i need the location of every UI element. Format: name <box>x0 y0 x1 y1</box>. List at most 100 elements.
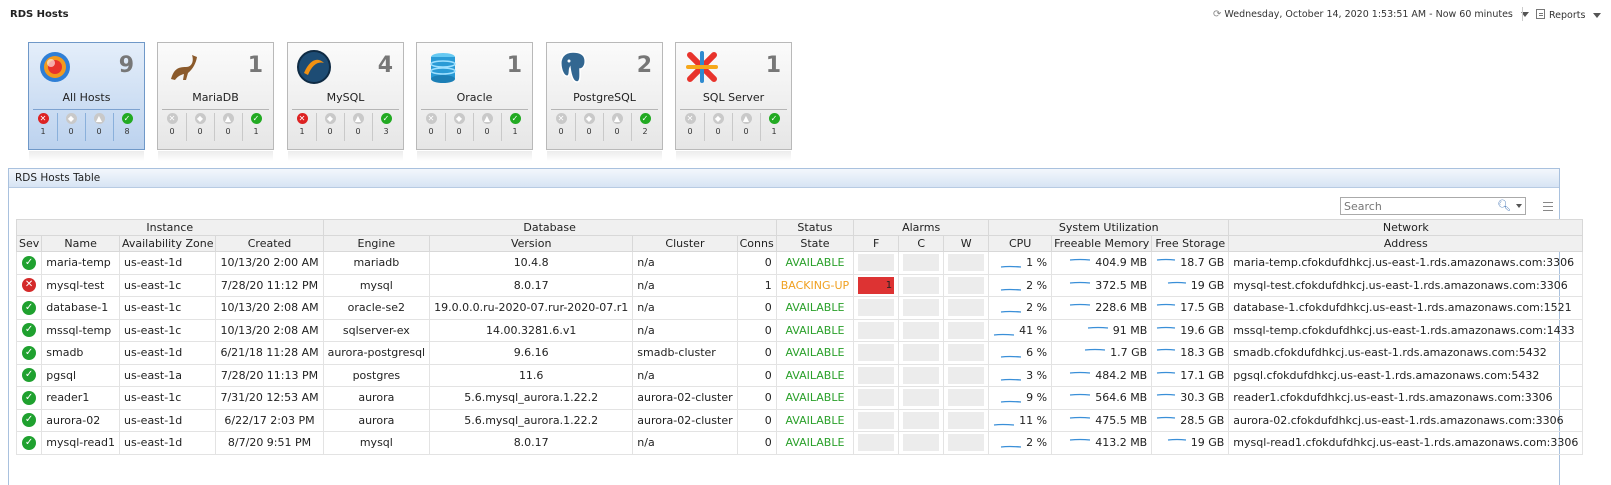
sev-cell[interactable]: ✓ <box>15 386 43 410</box>
alarm-critical-count[interactable] <box>903 411 940 429</box>
tile-sev-fatal[interactable]: ◆ 0 <box>186 113 214 136</box>
col-engine[interactable]: Engine <box>322 235 431 252</box>
tile-mariadb[interactable]: 1 MariaDB ✕ 0 ◆ 0 ▲ 0 ✓ 1 <box>157 42 274 161</box>
cpu-cell[interactable]: 2 % <box>988 296 1053 320</box>
alarm-warning-count[interactable] <box>948 366 985 384</box>
col-created[interactable]: Created <box>215 235 324 252</box>
table-row[interactable]: ✓ reader1 us-east-1c 7/31/20 12:53 AM au… <box>15 386 1584 410</box>
sev-cell[interactable]: ✕ <box>15 273 43 297</box>
storage-cell[interactable]: 30.3 GB <box>1151 386 1230 410</box>
memory-cell[interactable]: 91 MB <box>1051 318 1153 342</box>
table-row[interactable]: ✓ mssql-temp us-east-1c 10/13/20 2:08 AM… <box>15 318 1584 342</box>
host-name[interactable]: maria-temp <box>41 251 120 275</box>
cpu-cell[interactable]: 2 % <box>988 273 1053 297</box>
tile-sev-critical[interactable]: ✕ 1 <box>288 113 316 136</box>
cpu-cell[interactable]: 11 % <box>988 408 1053 432</box>
alarm-critical-count[interactable] <box>903 299 940 317</box>
chevron-down-icon[interactable] <box>1593 13 1602 18</box>
alarm-fatal-count[interactable] <box>858 299 895 317</box>
storage-cell[interactable]: 19 GB <box>1151 273 1230 297</box>
table-row[interactable]: ✓ database-1 us-east-1c 10/13/20 2:08 AM… <box>15 296 1584 320</box>
host-name[interactable]: database-1 <box>41 296 120 320</box>
alarm-critical-count[interactable] <box>903 344 940 362</box>
memory-cell[interactable]: 372.5 MB <box>1051 273 1153 297</box>
tile-sev-fatal[interactable]: ◆ 0 <box>57 113 85 136</box>
storage-cell[interactable]: 17.1 GB <box>1151 363 1230 387</box>
col-alarms-f[interactable]: F <box>853 235 900 252</box>
table-row[interactable]: ✓ smadb us-east-1d 6/21/18 11:28 AM auro… <box>15 341 1584 365</box>
tile-mysql[interactable]: 4 MySQL ✕ 1 ◆ 0 ▲ 0 ✓ 3 <box>287 42 404 161</box>
col-conns[interactable]: Conns <box>736 235 777 252</box>
table-row[interactable]: ✓ maria-temp us-east-1d 10/13/20 2:00 AM… <box>15 251 1584 275</box>
sev-cell[interactable]: ✓ <box>15 318 43 342</box>
alarm-critical-count[interactable] <box>903 254 940 272</box>
sev-cell[interactable]: ✓ <box>15 408 43 432</box>
alarm-warning-count[interactable] <box>948 321 985 339</box>
memory-cell[interactable]: 484.2 MB <box>1051 363 1153 387</box>
alarm-warning-count[interactable] <box>948 434 985 452</box>
col-cluster[interactable]: Cluster <box>632 235 738 252</box>
alarm-fatal-count[interactable] <box>858 344 895 362</box>
tile-sev-fatal[interactable]: ◆ 0 <box>575 113 603 136</box>
col-alarms-w[interactable]: W <box>943 235 990 252</box>
sev-cell[interactable]: ✓ <box>15 363 43 387</box>
host-name[interactable]: reader1 <box>41 386 120 410</box>
alarm-fatal-count[interactable] <box>858 254 895 272</box>
memory-cell[interactable]: 475.5 MB <box>1051 408 1153 432</box>
host-name[interactable]: mssql-temp <box>41 318 120 342</box>
table-row[interactable]: ✓ aurora-02 us-east-1d 6/22/17 2:03 PM a… <box>15 408 1584 432</box>
table-row[interactable]: ✓ mysql-read1 us-east-1d 8/7/20 9:51 PM … <box>15 431 1584 455</box>
tile-sev-critical[interactable]: ✕ 0 <box>547 113 575 136</box>
alarm-critical-count[interactable] <box>903 276 940 294</box>
cpu-cell[interactable]: 1 % <box>988 251 1053 275</box>
chevron-down-icon[interactable] <box>1520 12 1529 17</box>
col-availability-zone[interactable]: Availability Zone <box>118 235 217 252</box>
alarm-warning-count[interactable] <box>948 299 985 317</box>
host-name[interactable]: pgsql <box>41 363 120 387</box>
tile-sev-normal[interactable]: ✓ 8 <box>113 113 141 136</box>
search-icon[interactable]: 🔍︎ <box>1497 199 1511 212</box>
alarm-fatal-count[interactable] <box>858 366 895 384</box>
table-row[interactable]: ✕ mysql-test us-east-1c 7/28/20 11:12 PM… <box>15 273 1584 297</box>
tile-sql-server[interactable]: 1 SQL Server ✕ 0 ◆ 0 ▲ 0 ✓ 1 <box>675 42 792 161</box>
alarm-fatal-count[interactable] <box>858 321 895 339</box>
tile-sev-critical[interactable]: ✕ 0 <box>158 113 186 136</box>
memory-cell[interactable]: 564.6 MB <box>1051 386 1153 410</box>
host-name[interactable]: mysql-test <box>41 273 120 297</box>
chevron-down-icon[interactable] <box>1516 204 1522 208</box>
cpu-cell[interactable]: 41 % <box>988 318 1053 342</box>
cpu-cell[interactable]: 2 % <box>988 431 1053 455</box>
memory-cell[interactable]: 413.2 MB <box>1051 431 1153 455</box>
alarm-fatal-count[interactable]: 1 <box>858 276 895 294</box>
alarm-warning-count[interactable] <box>948 411 985 429</box>
col-sev[interactable]: Sev <box>15 235 43 252</box>
alarm-warning-count[interactable] <box>948 254 985 272</box>
tile-sev-critical[interactable]: ✕ 0 <box>676 113 704 136</box>
cpu-cell[interactable]: 3 % <box>988 363 1053 387</box>
host-name[interactable]: aurora-02 <box>41 408 120 432</box>
tile-sev-warning[interactable]: ▲ 0 <box>214 113 242 136</box>
tile-sev-normal[interactable]: ✓ 1 <box>501 113 529 136</box>
tile-sev-warning[interactable]: ▲ 0 <box>732 113 760 136</box>
tile-sev-normal[interactable]: ✓ 2 <box>631 113 659 136</box>
storage-cell[interactable]: 28.5 GB <box>1151 408 1230 432</box>
alarm-fatal-count[interactable] <box>858 434 895 452</box>
storage-cell[interactable]: 17.5 GB <box>1151 296 1230 320</box>
alarm-warning-count[interactable] <box>948 276 985 294</box>
table-row[interactable]: ✓ pgsql us-east-1a 7/28/20 11:13 PM post… <box>15 363 1584 387</box>
tile-sev-warning[interactable]: ▲ 0 <box>344 113 372 136</box>
col-alarms-c[interactable]: C <box>898 235 945 252</box>
alarm-warning-count[interactable] <box>948 389 985 407</box>
col-free-storage[interactable]: Free Storage <box>1151 235 1230 252</box>
tile-all-hosts[interactable]: 9 All Hosts ✕ 1 ◆ 0 ▲ 0 ✓ 8 <box>28 42 145 161</box>
tile-sev-fatal[interactable]: ◆ 0 <box>316 113 344 136</box>
memory-cell[interactable]: 404.9 MB <box>1051 251 1153 275</box>
column-menu-icon[interactable] <box>1543 202 1553 212</box>
tile-sev-warning[interactable]: ▲ 0 <box>85 113 113 136</box>
alarm-fatal-count[interactable] <box>858 411 895 429</box>
sev-cell[interactable]: ✓ <box>15 251 43 275</box>
col-address[interactable]: Address <box>1228 235 1584 252</box>
col-name[interactable]: Name <box>41 235 120 252</box>
col-state[interactable]: State <box>775 235 855 252</box>
tile-sev-warning[interactable]: ▲ 0 <box>473 113 501 136</box>
